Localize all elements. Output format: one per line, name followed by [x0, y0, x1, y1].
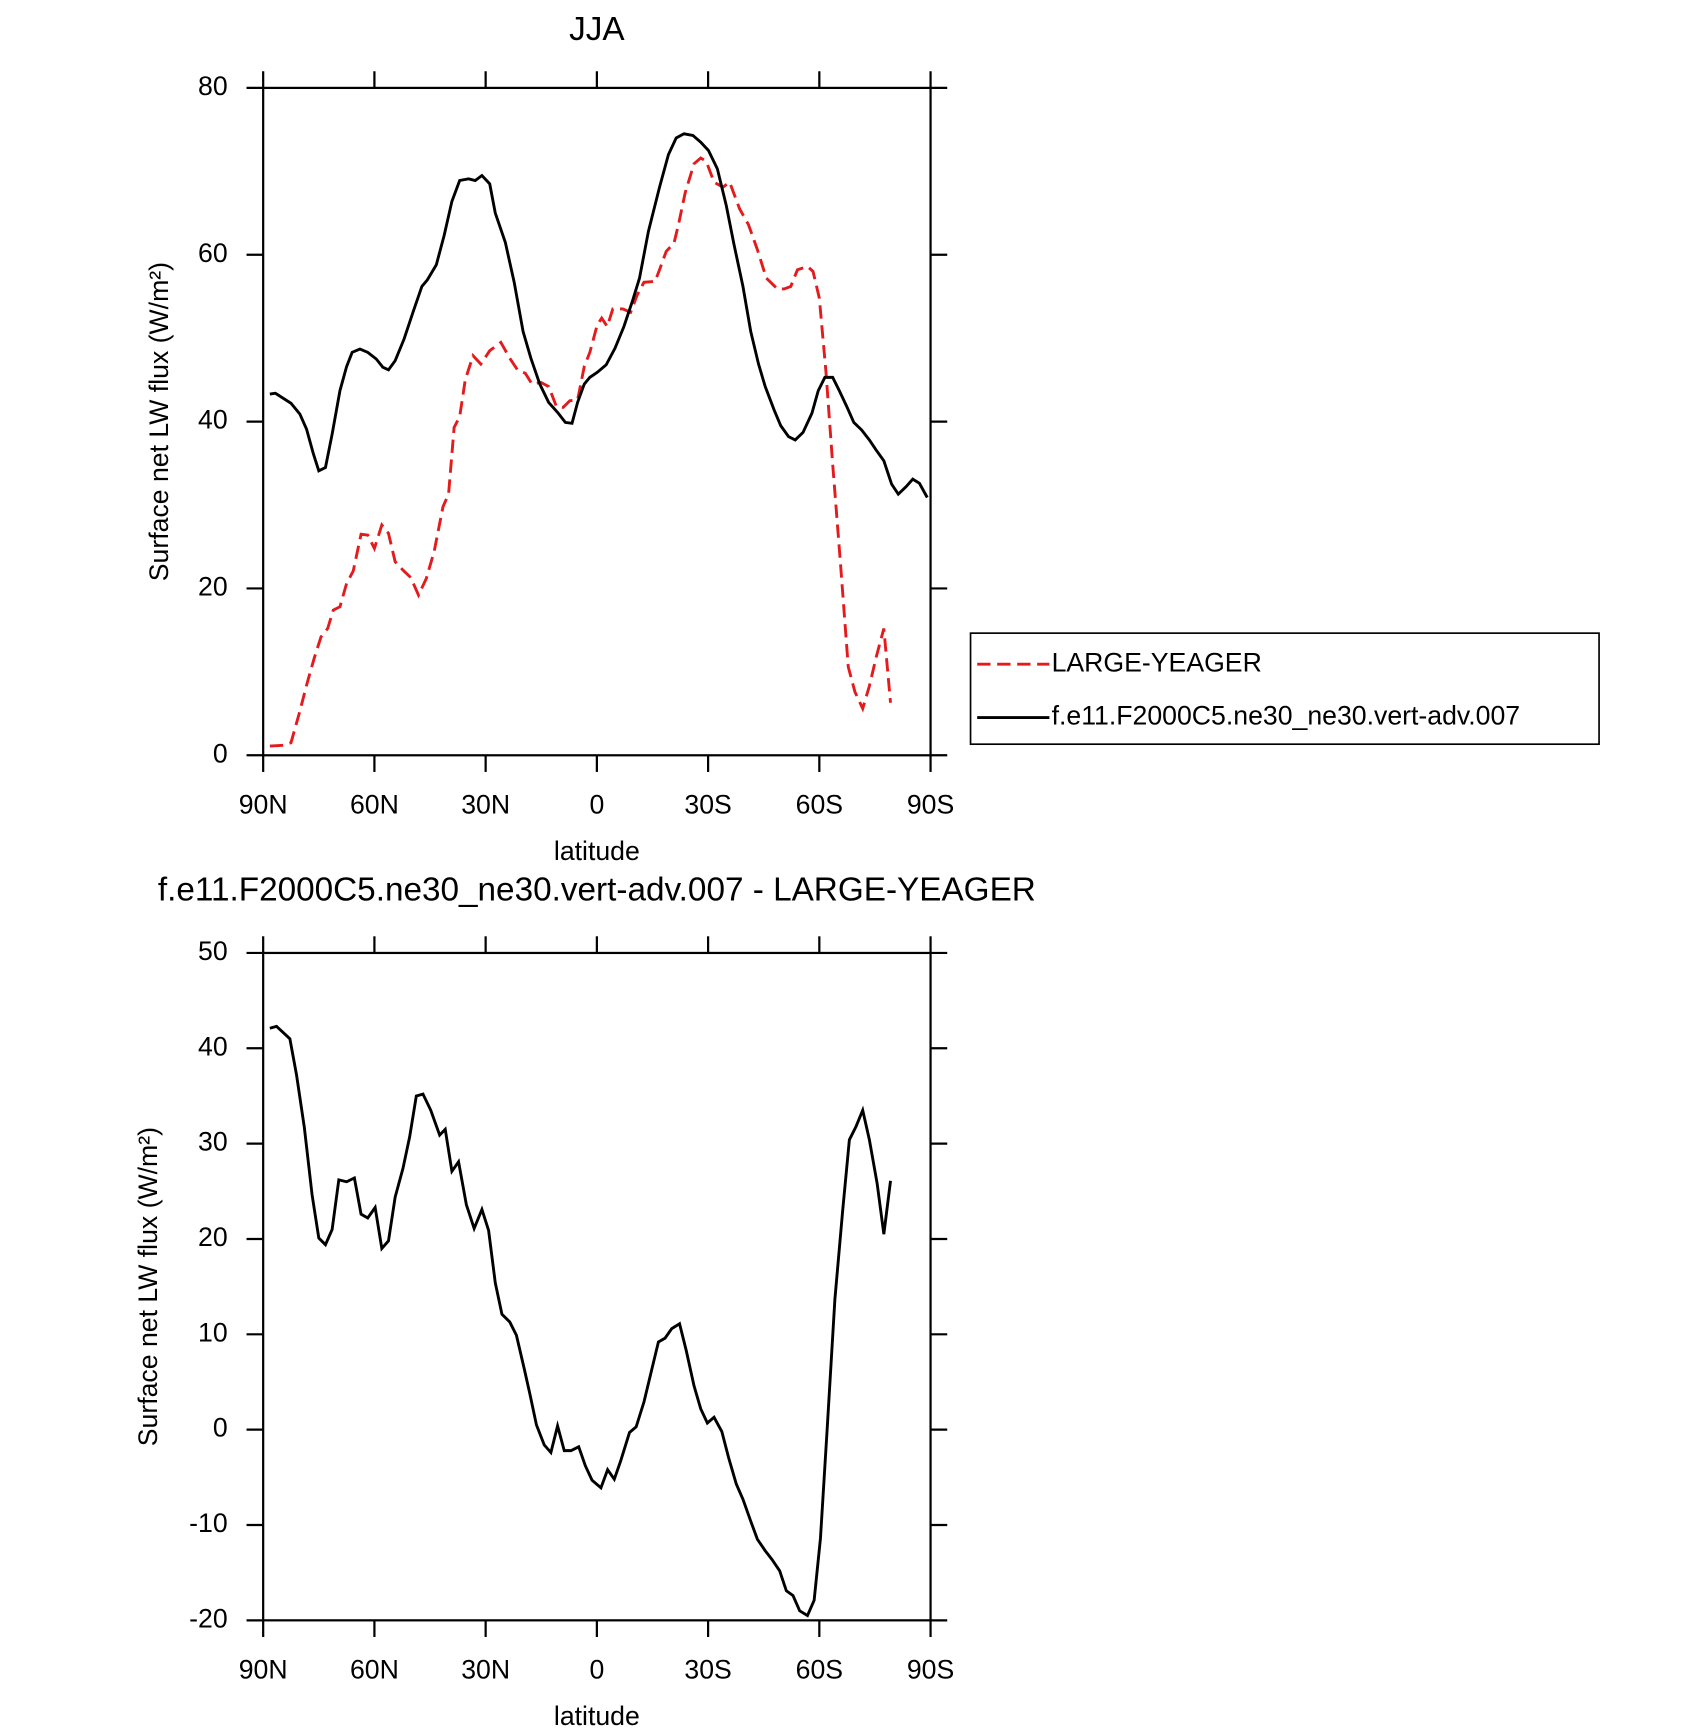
x-tick-label: 90N: [239, 789, 288, 819]
plot-frame: [262, 951, 932, 1622]
legend-label: LARGE-YEAGER: [1052, 647, 1262, 677]
chart-title: f.e11.F2000C5.ne30_ne30.vert-adv.007 - L…: [158, 872, 1036, 909]
y-tick-label: 0: [213, 1413, 228, 1443]
y-axis-label: Surface net LW flux (W/m²): [144, 262, 174, 581]
plot-frame: [262, 86, 932, 757]
chart-title: JJA: [569, 11, 625, 48]
y-axis-label: Surface net LW flux (W/m²): [133, 1127, 163, 1446]
x-axis-label: latitude: [554, 836, 640, 866]
x-tick-label: 0: [589, 789, 604, 819]
x-tick-label: 90N: [239, 1654, 288, 1684]
x-tick-label: 30N: [461, 789, 510, 819]
data-line: [269, 156, 892, 748]
y-tick-label: 40: [198, 405, 228, 435]
x-tick-label: 60N: [350, 789, 399, 819]
y-tick-label: 20: [198, 1222, 228, 1252]
y-tick-label: -10: [189, 1508, 228, 1538]
legend-box: [969, 632, 1600, 746]
y-tick-label: -20: [189, 1603, 228, 1633]
x-tick-label: 30N: [461, 1654, 510, 1684]
x-axis-label: latitude: [554, 1701, 640, 1731]
x-tick-label: 0: [589, 1654, 604, 1684]
y-tick-label: 30: [198, 1127, 228, 1157]
x-tick-label: 30S: [684, 1654, 731, 1684]
y-tick-label: 60: [198, 238, 228, 268]
y-tick-label: 20: [198, 571, 228, 601]
data-line: [269, 132, 929, 499]
x-tick-label: 90S: [907, 1654, 954, 1684]
x-tick-label: 60S: [796, 1654, 843, 1684]
x-tick-label: 60N: [350, 1654, 399, 1684]
x-tick-label: 30S: [684, 789, 731, 819]
y-tick-label: 0: [213, 738, 228, 768]
y-tick-label: 50: [198, 936, 228, 966]
y-tick-label: 40: [198, 1031, 228, 1061]
data-line: [269, 1024, 892, 1618]
x-tick-label: 60S: [796, 789, 843, 819]
y-tick-label: 80: [198, 71, 228, 101]
y-tick-label: 10: [198, 1317, 228, 1347]
x-tick-label: 90S: [907, 789, 954, 819]
legend-label: f.e11.F2000C5.ne30_ne30.vert-adv.007: [1052, 701, 1521, 731]
